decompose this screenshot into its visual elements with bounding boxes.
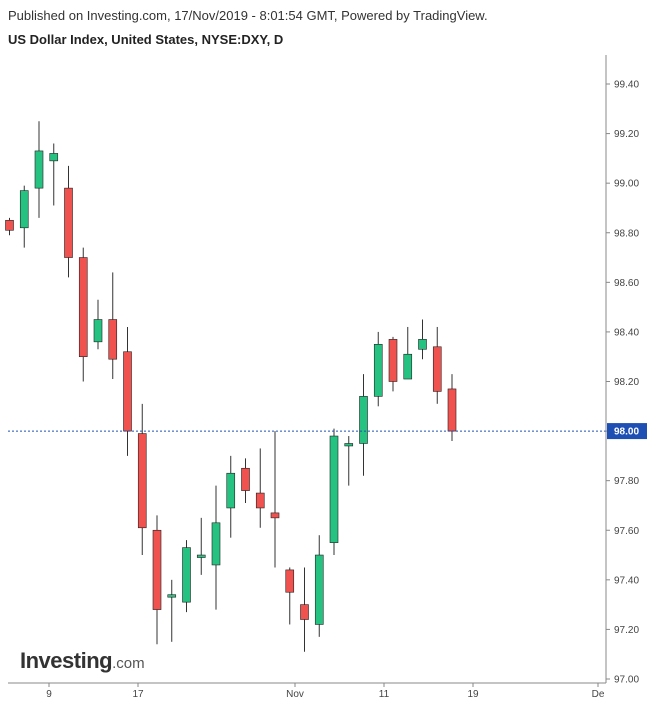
last-price-badge xyxy=(607,423,647,440)
candle-down[interactable] xyxy=(78,257,88,358)
candle-down[interactable] xyxy=(388,339,398,382)
y-tick-label: 97.20 xyxy=(614,625,639,636)
y-tick-label: 98.20 xyxy=(614,377,639,388)
logo-brand: Investing xyxy=(20,648,113,673)
candle-up[interactable] xyxy=(329,435,339,543)
x-axis-ticks: 9 17 Nov 11 19 De xyxy=(46,683,605,700)
x-tick-label: Nov xyxy=(286,689,304,700)
y-tick-label: 97.40 xyxy=(614,575,639,586)
candle-down[interactable] xyxy=(64,187,73,258)
candle-up[interactable] xyxy=(211,522,221,566)
y-tick-label: 98.80 xyxy=(614,228,639,239)
candle-up[interactable] xyxy=(418,339,427,350)
candle-up[interactable] xyxy=(344,443,354,447)
y-tick-label: 99.20 xyxy=(614,129,639,140)
y-tick-label: 97.00 xyxy=(614,675,639,686)
y-tick-label: 98.60 xyxy=(614,278,639,289)
candle-down[interactable] xyxy=(152,529,162,610)
candle-down[interactable] xyxy=(241,467,250,491)
x-tick-label: 19 xyxy=(467,689,479,700)
y-tick-label: 99.00 xyxy=(614,179,639,190)
published-caption: Published on Investing.com, 17/Nov/2019 … xyxy=(8,8,488,23)
candle-up[interactable] xyxy=(373,344,383,397)
candle-up[interactable] xyxy=(403,353,413,380)
candles-group xyxy=(5,121,457,652)
y-axis-ticks: 99.40 99.20 99.00 98.80 98.60 98.40 98.20 97.80… xyxy=(606,80,639,686)
x-tick-label: 11 xyxy=(379,689,390,700)
candle-up[interactable] xyxy=(167,594,177,598)
y-tick-label: 99.40 xyxy=(614,80,639,91)
candle-up[interactable] xyxy=(314,554,324,625)
chart-title: US Dollar Index, United States, NYSE:DXY… xyxy=(8,32,284,47)
candle-down[interactable] xyxy=(108,319,118,360)
x-tick-label: De xyxy=(592,689,605,700)
candle-up[interactable] xyxy=(182,547,191,603)
y-tick-label: 97.60 xyxy=(614,526,639,537)
y-tick-label: 98.40 xyxy=(614,327,639,338)
candle-up[interactable] xyxy=(196,554,206,558)
logo-suffix: .com xyxy=(112,655,145,672)
candle-down[interactable] xyxy=(285,569,295,593)
candle-up[interactable] xyxy=(226,472,236,509)
candle-up[interactable] xyxy=(49,153,59,162)
candle-down[interactable] xyxy=(123,351,132,432)
candle-up[interactable] xyxy=(34,150,44,189)
candle-up[interactable] xyxy=(93,319,103,343)
candle-down[interactable] xyxy=(255,492,265,509)
candle-down[interactable] xyxy=(447,388,457,432)
x-tick-label: 17 xyxy=(132,689,144,700)
candle-down[interactable] xyxy=(137,433,147,529)
candle-down[interactable] xyxy=(432,346,442,392)
x-tick-label: 9 xyxy=(46,689,52,700)
candle-down[interactable] xyxy=(5,220,14,231)
candle-down[interactable] xyxy=(300,604,309,620)
investing-logo: Investing.com xyxy=(20,648,145,674)
candle-up[interactable] xyxy=(19,190,29,229)
candle-down[interactable] xyxy=(270,512,280,519)
last-price-label: 98.00 xyxy=(614,427,639,438)
y-tick-label: 97.80 xyxy=(614,476,639,487)
candle-up[interactable] xyxy=(359,396,368,444)
